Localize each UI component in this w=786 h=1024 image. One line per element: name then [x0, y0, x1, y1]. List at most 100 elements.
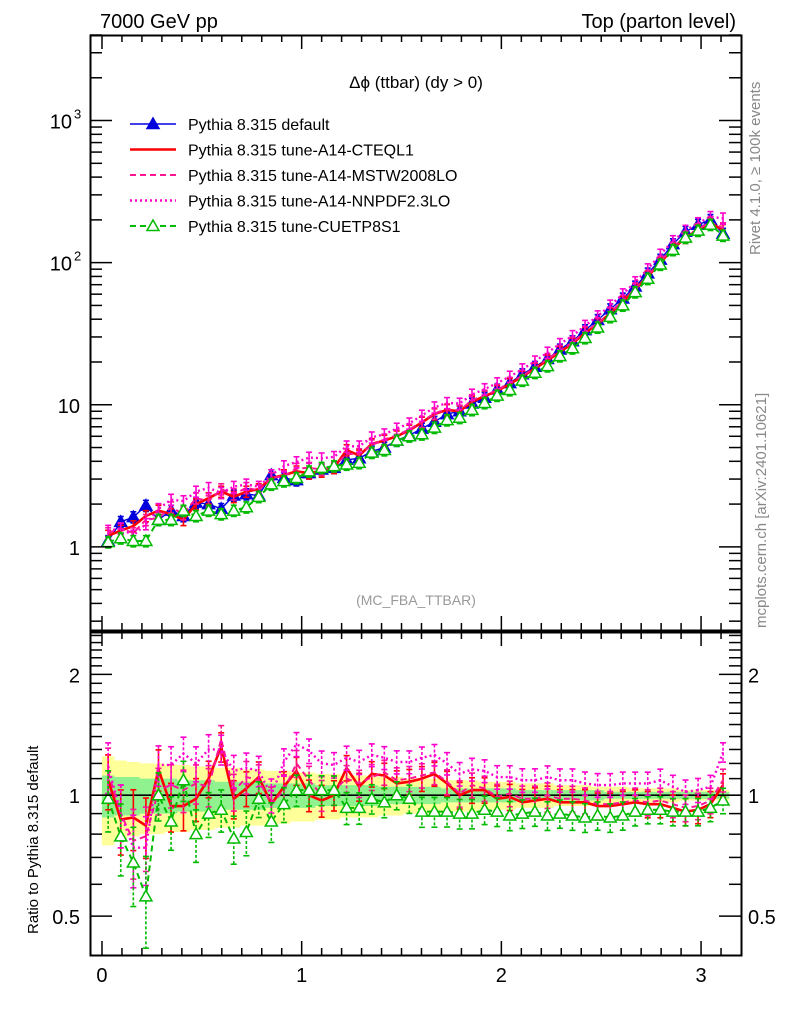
main-frame: [89, 34, 743, 632]
data-point: [627, 284, 643, 298]
main-panel: [100, 210, 731, 549]
data-point: [151, 512, 166, 526]
ratio-data-point: [251, 791, 267, 804]
data-point: [615, 297, 631, 311]
series-line: [107, 219, 724, 542]
ratio-data-point: [414, 804, 430, 817]
legend-marker: [145, 116, 161, 130]
ratio-ticks: 0.5 0.5 1 1 2 2: [52, 632, 776, 955]
ratio-series-3: [100, 760, 731, 949]
ratio-data-point: [126, 854, 141, 868]
ratio-data-point: [289, 782, 304, 796]
data-point: [138, 533, 154, 547]
ratio-y-tick-label-right: 0.5: [748, 907, 776, 929]
ratio-series-line: [107, 738, 724, 843]
data-point: [364, 445, 380, 458]
ratio-data-point: [151, 787, 166, 801]
data-point: [464, 402, 480, 416]
ratio-data-point: [188, 826, 204, 840]
ratio-data-point: [464, 806, 480, 819]
data-point: [301, 463, 317, 477]
ratio-data-point: [314, 782, 329, 796]
data-point: [690, 223, 706, 236]
ratio-y-tick-label-right: 1: [748, 786, 759, 808]
ratio-data-point: [715, 793, 731, 806]
header-left: 7000 GeV pp: [100, 11, 218, 33]
data-point: [176, 503, 191, 516]
ratio-data-point: [615, 808, 631, 821]
ratio-data-point: [264, 814, 279, 827]
ratio-panel: [90, 724, 741, 949]
data-point: [515, 373, 530, 386]
series-line: [107, 215, 724, 538]
ratio-data-point: [653, 802, 668, 816]
ratio-data-point: [213, 802, 229, 816]
y-tick-label: 1: [69, 538, 80, 560]
ratio-data-point: [527, 804, 543, 817]
x-tick-label: 1: [296, 965, 307, 987]
data-point: [188, 508, 204, 522]
data-point: [326, 458, 342, 472]
side-label-rivet: Rivet 4.1.0, ≥ 100k events: [747, 82, 764, 255]
ratio-data-point: [439, 804, 455, 817]
data-point: [439, 412, 455, 426]
data-point: [477, 395, 492, 409]
data-point: [239, 499, 254, 513]
ratio-ylabel: Ratio to Pythia 8.315 default: [25, 745, 42, 934]
data-point: [552, 348, 568, 362]
side-label-mcplots: mcplots.cern.ch [arXiv:2401.10621]: [753, 393, 770, 628]
ratio-series-line: [106, 742, 725, 828]
data-point: [339, 456, 354, 470]
data-point: [565, 340, 580, 354]
ratio-data-point: [477, 802, 492, 816]
data-point: [351, 455, 367, 469]
ratio-data-point: [552, 806, 568, 819]
x-tick-label: 3: [695, 965, 706, 987]
x-tick-label: 0: [96, 965, 107, 987]
ratio-data-point: [640, 802, 656, 816]
legend-label: Pythia 8.315 default: [188, 117, 330, 134]
y-tick-label-exponent: 2: [74, 249, 81, 264]
ratio-series-2: [105, 731, 727, 889]
ratio-series-line: [107, 742, 725, 849]
ratio-data-point: [326, 782, 342, 796]
data-point: [377, 442, 392, 456]
data-point: [502, 382, 518, 396]
data-point: [715, 228, 731, 241]
ratio-data-point: [239, 824, 254, 838]
data-point: [389, 433, 405, 446]
ratio-data-point: [100, 791, 116, 804]
legend-marker: [145, 218, 161, 232]
legend-label: Pythia 8.315 tune-A14-MSTW2008LO: [188, 168, 457, 185]
ratio-y-tick-label: 1: [69, 786, 80, 808]
header-right: Top (parton level): [581, 11, 736, 33]
x-tick-label: 2: [496, 965, 507, 987]
legend-label: Pythia 8.315 tune-A14-NNPDF2.3LO: [188, 194, 450, 211]
data-point: [314, 460, 329, 474]
ratio-data-point: [226, 831, 242, 844]
data-point: [163, 512, 179, 526]
ratio-data-point: [540, 808, 555, 821]
series-4: [100, 217, 731, 549]
data-point: [540, 358, 555, 372]
data-point: [138, 498, 154, 511]
data-point: [427, 420, 442, 433]
ratio-data-point: [402, 791, 417, 804]
ratio-data-point: [590, 808, 605, 821]
data-point: [678, 230, 693, 243]
ratio-data-point: [577, 810, 593, 823]
ratio-data-point: [452, 806, 467, 819]
data-point: [414, 426, 430, 440]
data-point: [452, 410, 467, 424]
data-point: [126, 533, 141, 547]
data-point: [489, 388, 505, 401]
y-tick-label: 10: [58, 396, 80, 418]
data-point: [577, 330, 593, 344]
ratio-data-point: [703, 800, 718, 814]
ratio-data-point: [138, 888, 154, 902]
ratio-data-point: [377, 794, 392, 808]
ratio-data-point: [602, 810, 618, 823]
ratio-data-point: [565, 808, 580, 821]
data-point: [113, 530, 129, 544]
